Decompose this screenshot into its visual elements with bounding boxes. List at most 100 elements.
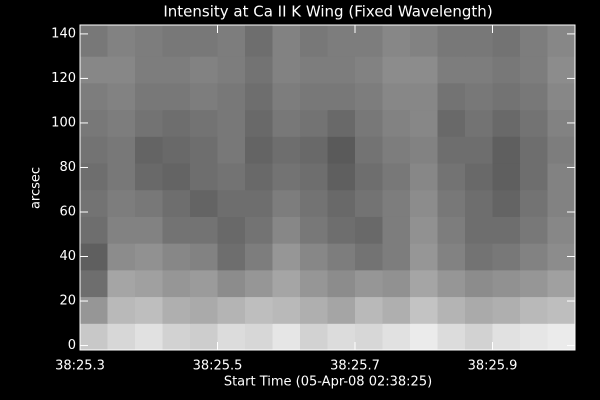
heatmap-cell — [410, 216, 438, 244]
heatmap-cell — [107, 323, 136, 351]
heatmap-cell — [217, 216, 246, 244]
heatmap-cell — [162, 25, 191, 57]
heatmap-cell — [520, 189, 548, 217]
heatmap-cell — [327, 82, 356, 111]
chart-title: Intensity at Ca II K Wing (Fixed Wavelen… — [163, 3, 492, 21]
heatmap-cell — [300, 25, 328, 57]
heatmap-cell — [410, 269, 438, 298]
heatmap-cell — [547, 25, 576, 57]
heatmap-cell — [245, 216, 273, 244]
heatmap-cell — [437, 109, 466, 137]
heatmap-cell — [245, 296, 273, 324]
heatmap-cell — [410, 243, 438, 271]
heatmap-cell — [217, 296, 246, 324]
heatmap-cell — [162, 82, 191, 111]
x-axis-label: Start Time (05-Apr-08 02:38:25) — [224, 375, 432, 390]
heatmap-cell — [135, 216, 163, 244]
heatmap-cell — [410, 82, 438, 111]
x-tick-label: 38:25.7 — [330, 359, 380, 374]
heatmap-cell — [135, 323, 163, 351]
heatmap-cell — [520, 82, 548, 111]
heatmap-cell — [190, 323, 218, 351]
heatmap-cell — [272, 25, 301, 57]
heatmap-cell — [245, 323, 273, 351]
heatmap-cell — [245, 109, 273, 137]
heatmap-cell — [107, 56, 136, 84]
heatmap-cell — [355, 82, 383, 111]
heatmap-cell — [492, 189, 521, 217]
heatmap-cell — [300, 56, 328, 84]
heatmap-cell — [465, 56, 493, 84]
heatmap-cell — [492, 56, 521, 84]
heatmap-cell — [162, 323, 191, 351]
heatmap-cell — [135, 189, 163, 217]
heatmap-cell — [437, 163, 466, 191]
heatmap-cell — [300, 189, 328, 217]
heatmap-cell — [272, 109, 301, 137]
heatmap-cell — [300, 109, 328, 137]
heatmap-cell — [135, 82, 163, 111]
heatmap-cell — [245, 136, 273, 164]
heatmap-cell — [437, 243, 466, 271]
heatmap-cell — [547, 323, 576, 351]
heatmap-cell — [547, 136, 576, 164]
heatmap-cell — [547, 269, 576, 298]
heatmap-cell — [410, 296, 438, 324]
heatmap-cell — [520, 216, 548, 244]
heatmap-cell — [190, 163, 218, 191]
heatmap-cell — [80, 323, 108, 351]
heatmap-cell — [300, 323, 328, 351]
heatmap-cell — [300, 216, 328, 244]
heatmap-cell — [217, 136, 246, 164]
heatmap-cell — [547, 82, 576, 111]
heatmap-cell — [162, 269, 191, 298]
heatmap-cell — [465, 25, 493, 57]
heatmap-cell — [382, 243, 411, 271]
heatmap-cell — [300, 82, 328, 111]
heatmap-cell — [410, 136, 438, 164]
heatmap-cell — [437, 56, 466, 84]
x-tick-label: 38:25.3 — [55, 359, 105, 374]
heatmap-cell — [245, 163, 273, 191]
heatmap-cell — [190, 269, 218, 298]
heatmap-cell — [410, 189, 438, 217]
heatmap-cell — [80, 56, 108, 84]
heatmap-cell — [135, 296, 163, 324]
heatmap-cell — [437, 296, 466, 324]
heatmap-cell — [492, 269, 521, 298]
heatmap-cell — [355, 56, 383, 84]
heatmap-cell — [492, 25, 521, 57]
heatmap-cell — [80, 269, 108, 298]
heatmap-cell — [355, 243, 383, 271]
heatmap-cell — [135, 109, 163, 137]
heatmap-cell — [217, 189, 246, 217]
heatmap-cell — [217, 243, 246, 271]
heatmap-cell — [410, 25, 438, 57]
heatmap-cell — [300, 243, 328, 271]
y-tick-label: 20 — [59, 294, 76, 309]
heatmap-cell — [80, 136, 108, 164]
heatmap-cell — [437, 189, 466, 217]
heatmap-cell — [355, 25, 383, 57]
x-tick-label: 38:25.9 — [468, 359, 518, 374]
heatmap — [80, 25, 576, 351]
heatmap-cell — [520, 109, 548, 137]
heatmap-cell — [162, 296, 191, 324]
heatmap-cell — [465, 189, 493, 217]
heatmap-cell — [190, 25, 218, 57]
heatmap-cell — [327, 269, 356, 298]
heatmap-cell — [327, 56, 356, 84]
heatmap-cell — [107, 109, 136, 137]
heatmap-cell — [382, 216, 411, 244]
heatmap-cell — [492, 82, 521, 111]
heatmap-cell — [327, 189, 356, 217]
heatmap-cell — [520, 163, 548, 191]
heatmap-cell — [492, 216, 521, 244]
heatmap-cell — [382, 323, 411, 351]
heatmap-cell — [272, 56, 301, 84]
heatmap-cell — [520, 269, 548, 298]
heatmap-cell — [190, 243, 218, 271]
heatmap-cell — [327, 216, 356, 244]
heatmap-cell — [382, 25, 411, 57]
